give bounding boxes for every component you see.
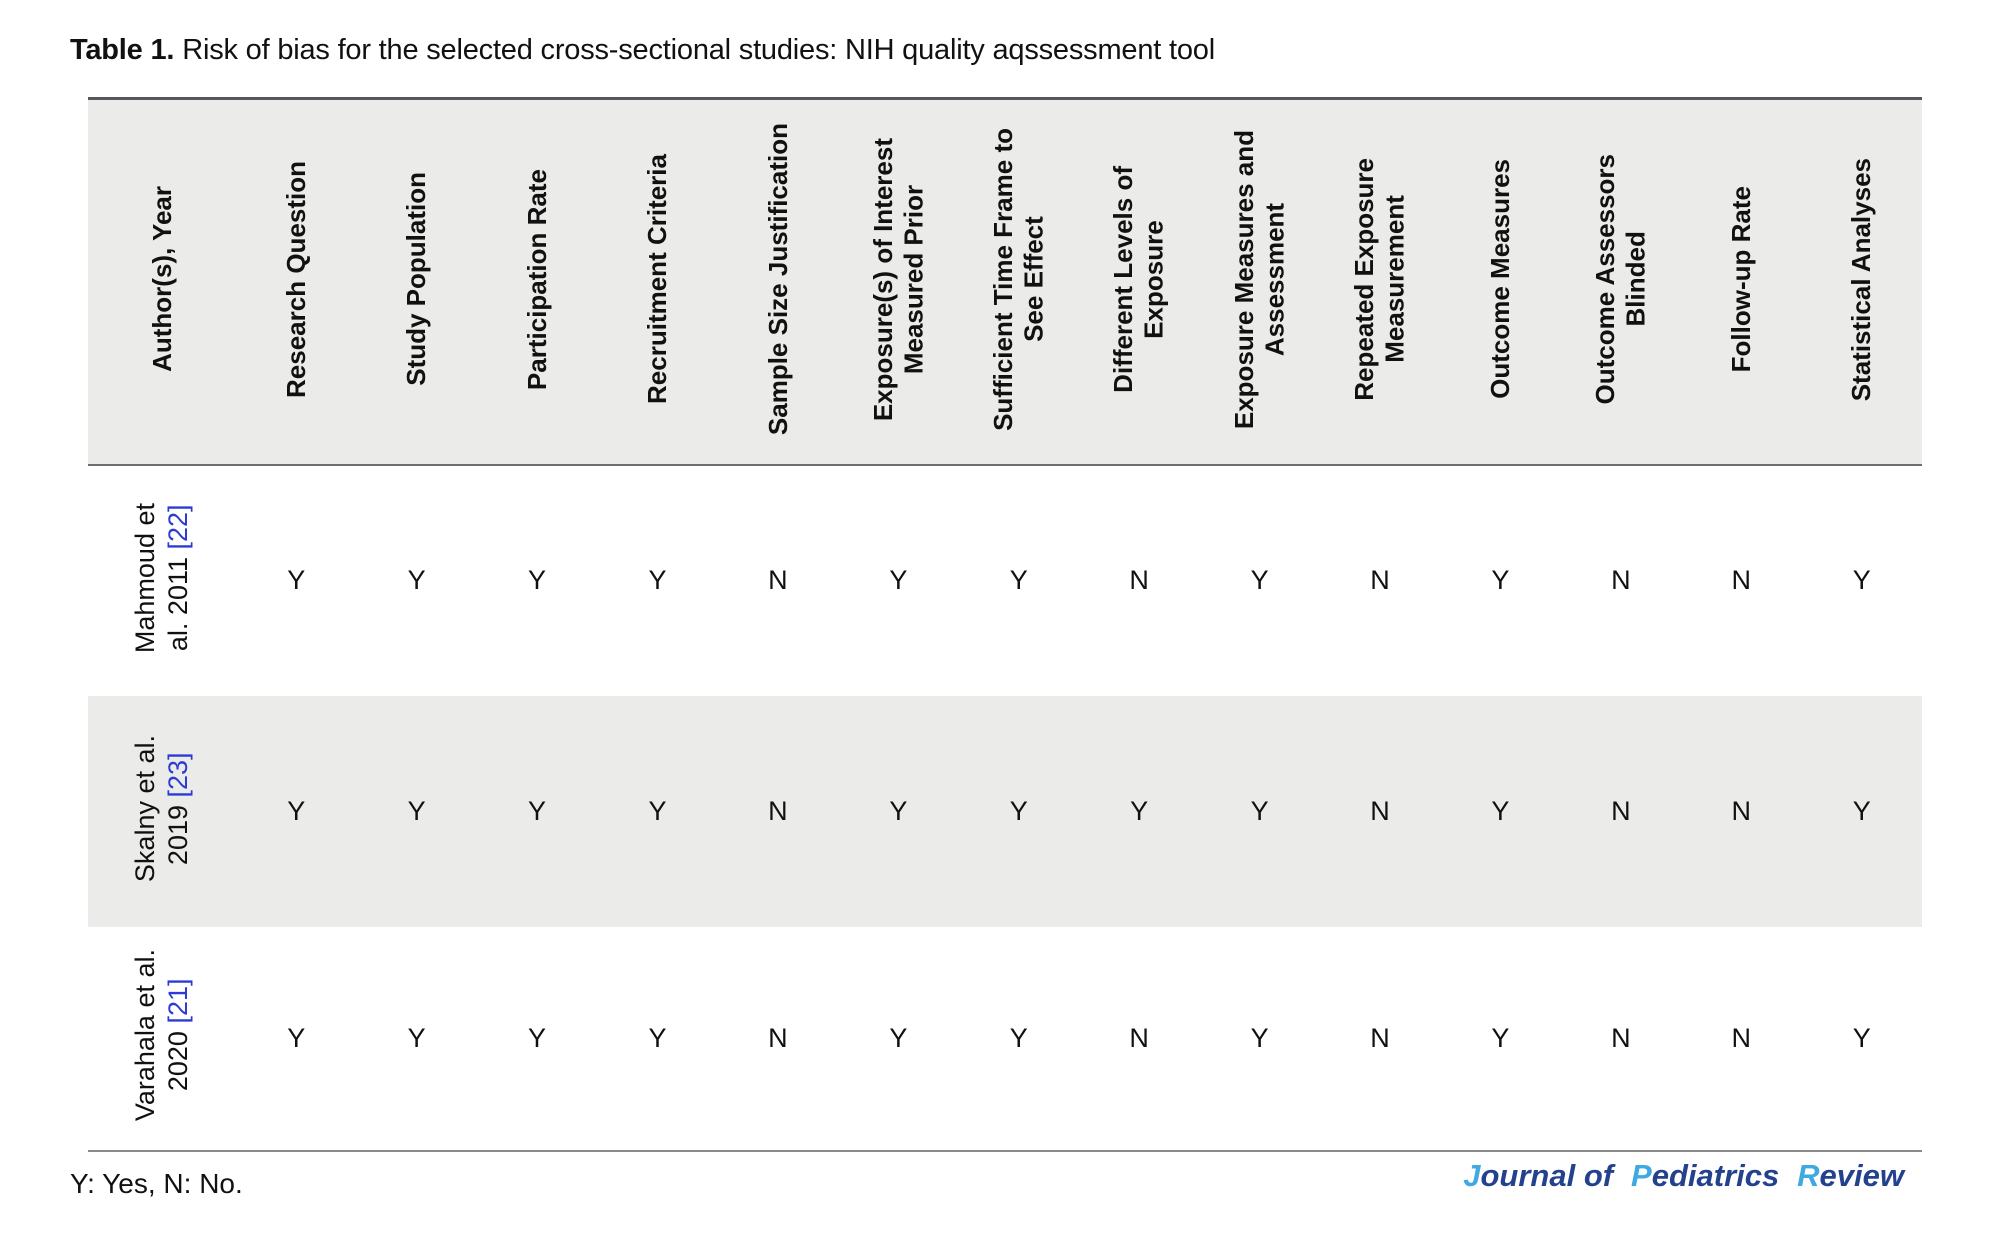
risk-cell: Y [1491,565,1510,595]
row-label-text: Mahmoud et al. 2011 [22] [129,503,195,653]
risk-cell: Y [889,795,908,826]
column-header-label: Participation Rate [521,168,552,390]
citation-link[interactable]: [21] [163,979,193,1025]
table-title: Table 1. Risk of bias for the selected cr… [70,34,1215,67]
table-title-text: Risk of bias for the selected cross-sect… [182,34,1215,66]
column-header-label: Study Population [401,172,432,387]
risk-cell: Y [407,795,426,826]
column-header-label: Sample Size Justification [762,123,793,436]
risk-of-bias-table: Author(s), Year Research Question Study … [88,97,1922,1152]
column-header-label: Outcome Measures [1485,159,1516,400]
risk-cell: Y [528,795,547,826]
risk-cell: N [1611,1022,1631,1053]
risk-cell: Y [407,565,426,595]
column-header-repeated-exposure-measurement: Repeated Exposure Measurement [1320,99,1440,465]
risk-cell: Y [1009,795,1028,826]
column-header-label: Outcome Assessors Blinded [1590,154,1651,405]
risk-cell: N [1611,565,1631,595]
risk-cell: Y [648,795,667,826]
logo-word-review: Review [1797,1158,1904,1193]
risk-cell: Y [1852,565,1871,595]
risk-cell: Y [1250,565,1269,595]
column-header-label: Repeated Exposure Measurement [1349,157,1410,401]
column-header-author: Author(s), Year [88,99,236,465]
column-header-label: Sufficient Time Frame to See Effect [988,127,1049,431]
risk-cell: N [768,565,788,595]
table-footnote: Y: Yes, N: No. [70,1168,243,1199]
risk-cell: Y [1250,795,1269,826]
column-header-participation-rate: Participation Rate [477,99,597,465]
row-label-mahmoud: Mahmoud et al. 2011 [22] [88,465,236,696]
risk-cell: Y [1009,565,1028,595]
row-label-varahala: Varahala et al. 2020 [21] [88,927,236,1151]
table-row-skalny: Skalny et al. 2019 [23] Y Y Y Y N Y Y Y … [88,695,1922,927]
citation-link[interactable]: [23] [163,752,193,798]
row-label-text: Skalny et al. 2019 [23] [129,735,195,882]
column-header-exposure-measured-prior: Exposure(s) of Interest Measured Prior [838,99,958,465]
column-header-label: Exposure(s) of Interest Measured Prior [867,137,929,421]
table-row-mahmoud: Mahmoud et al. 2011 [22] Y Y Y Y N Y Y N… [88,465,1922,696]
column-header-statistical-analyses: Statistical Analyses [1801,99,1922,465]
risk-cell: Y [648,1022,667,1053]
risk-cell: Y [889,1022,908,1053]
logo-word-pediatrics: Pediatrics [1631,1158,1780,1193]
column-header-label: Recruitment Criteria [642,154,673,405]
risk-cell: N [1370,795,1390,826]
table-body: Mahmoud et al. 2011 [22] Y Y Y Y N Y Y N… [88,465,1922,1151]
column-header-label: Exposure Measures and Assessment [1228,129,1290,429]
table-title-label: Table 1. [70,34,175,66]
risk-cell: Y [889,565,908,595]
column-header-label: Follow-up Rate [1725,186,1756,373]
risk-cell: Y [1491,795,1510,826]
risk-cell: N [1129,1022,1149,1053]
risk-cell: N [768,795,788,826]
author-year-text: Varahala et al. 2020 [130,949,193,1122]
risk-cell: Y [1250,1022,1269,1053]
column-header-recruitment-criteria: Recruitment Criteria [597,99,717,465]
risk-cell: Y [407,1022,426,1053]
column-header-outcome-assessors-blinded: Outcome Assessors Blinded [1561,99,1681,465]
risk-cell: Y [1130,795,1149,826]
risk-cell: N [1731,795,1752,826]
risk-cell: N [1611,795,1631,826]
risk-cell: Y [1852,795,1871,826]
column-header-label: Statistical Analyses [1846,157,1877,401]
column-header-sufficient-time-frame: Sufficient Time Frame to See Effect [959,99,1079,465]
column-header-research-question: Research Question [236,99,356,465]
table-header: Author(s), Year Research Question Study … [88,98,1922,465]
column-header-sample-size-justification: Sample Size Justification [718,99,838,465]
risk-cell: Y [648,565,667,595]
risk-cell: N [768,1022,788,1053]
column-header-label: Author(s), Year [146,186,177,373]
row-label-skalny: Skalny et al. 2019 [23] [88,696,236,927]
logo-word-journal: Journal of [1463,1158,1614,1193]
column-header-outcome-measures: Outcome Measures [1440,99,1560,465]
journal-logo: Journal of Pediatrics Review [1463,1158,1904,1194]
risk-cell: Y [1491,1022,1510,1053]
header-row: Author(s), Year Research Question Study … [88,98,1922,465]
column-header-label: Research Question [280,160,311,398]
risk-cell: N [1731,565,1752,595]
column-header-follow-up-rate: Follow-up Rate [1681,99,1801,465]
risk-cell: Y [528,565,547,595]
risk-cell: Y [287,1022,306,1053]
risk-cell: Y [1009,1022,1028,1053]
column-header-exposure-measures-assessment: Exposure Measures and Assessment [1199,99,1319,465]
risk-cell: Y [528,1022,547,1053]
table-row-varahala: Varahala et al. 2020 [21] Y Y Y Y N Y Y … [88,927,1922,1151]
risk-cell: N [1370,565,1390,595]
risk-cell: Y [287,565,306,595]
risk-cell: N [1129,565,1149,595]
column-header-study-population: Study Population [356,99,476,465]
risk-cell: N [1731,1022,1752,1053]
row-label-text: Varahala et al. 2020 [21] [129,949,195,1121]
risk-cell: Y [287,795,306,826]
risk-cell: Y [1852,1022,1871,1053]
citation-link[interactable]: [22] [163,504,193,550]
risk-cell: N [1370,1022,1390,1053]
column-header-different-levels-exposure: Different Levels of Exposure [1079,99,1199,465]
column-header-label: Different Levels of Exposure [1108,165,1170,393]
